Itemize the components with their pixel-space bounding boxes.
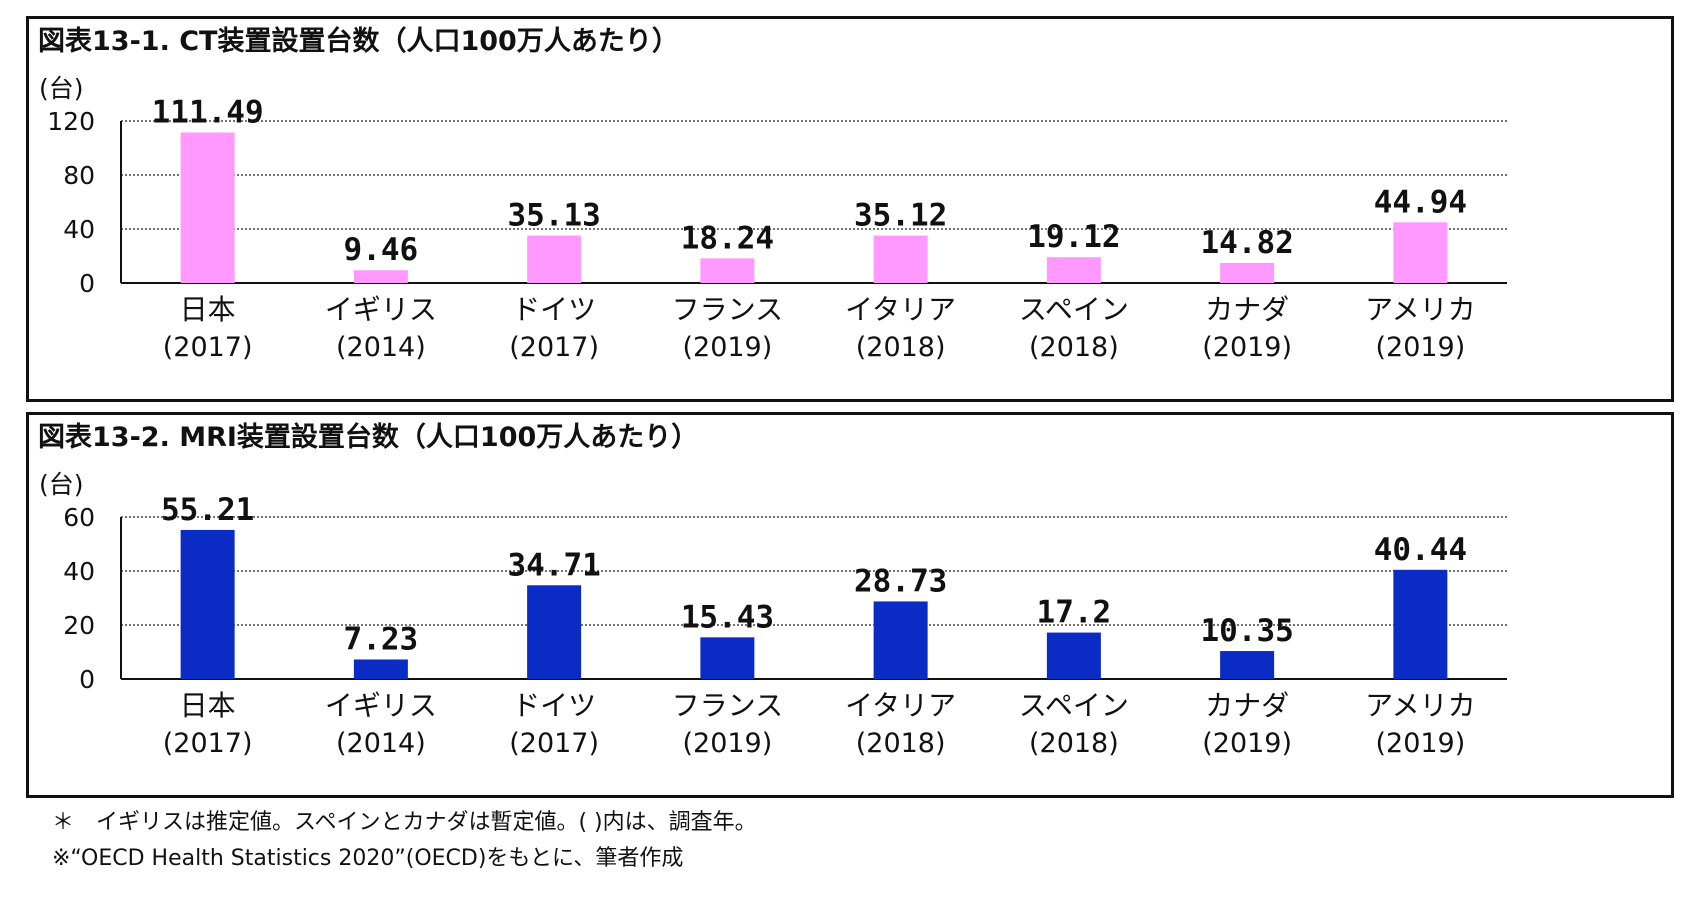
mri-category-label: フランス [672,689,783,722]
ct-category-year: (2017) [509,332,599,363]
ct-category-year: (2019) [1375,332,1465,363]
mri-category-year: (2017) [509,728,599,759]
mri-unit-label: (台) [39,470,84,499]
ct-category-label: フランス [672,293,783,326]
mri-value-label: 15.43 [681,599,774,635]
mri-bar [1393,569,1448,679]
mri-category-year: (2019) [1375,728,1465,759]
ct-category-year: (2018) [856,332,946,363]
ct-category-year: (2014) [336,332,426,363]
mri-category-label: イタリア [845,689,956,722]
mri-value-label: 34.71 [507,547,600,583]
mri-bar [873,601,928,679]
mri-bar [1046,632,1101,679]
mri-value-label: 40.44 [1374,532,1467,568]
mri-value-label: 10.35 [1200,613,1293,649]
mri-ytick-label: 40 [63,557,95,586]
mri-bar [353,659,408,679]
mri-category-year: (2019) [682,728,772,759]
ct-title: 図表13-1. CT装置設置台数（人口100万人あたり） [38,25,679,57]
ct-bar [1220,262,1275,283]
ct-chart-panel: 図表13-1. CT装置設置台数（人口100万人あたり） (台) 0 40 80 120 1… [26,16,1674,402]
footnote-estimate: ＊ イギリスは推定値。スペインとカナダは暫定値。( )内は、調査年。 [52,810,757,835]
ct-value-label: 14.82 [1200,225,1293,261]
ct-bar [700,258,755,283]
ct-ytick-label: 120 [47,107,95,136]
ct-bar [873,235,928,283]
footnotes: ＊ イギリスは推定値。スペインとカナダは暫定値。( )内は、調査年。 ※“OEC… [52,805,757,877]
mri-title: 図表13-2. MRI装置設置台数（人口100万人あたり） [38,421,698,453]
ct-ytick-label: 40 [63,215,95,244]
ct-value-label: 18.24 [681,220,774,256]
mri-category-label: カナダ [1205,689,1289,722]
ct-value-label: 35.13 [507,198,600,234]
ct-value-label: 9.46 [344,232,419,268]
mri-category-label: ドイツ [512,689,596,722]
mri-bar [527,585,582,679]
ct-category-label: アメリカ [1365,293,1476,326]
mri-category-year: (2017) [163,728,253,759]
ct-category-year: (2017) [163,332,253,363]
ct-bar [1393,222,1448,283]
ct-value-label: 44.94 [1374,184,1467,220]
footnote-source: ※“OECD Health Statistics 2020”(OECD)をもとに… [52,846,684,871]
mri-category-year: (2018) [1029,728,1119,759]
ct-unit-label: (台) [39,74,84,103]
mri-category-year: (2014) [336,728,426,759]
ct-value-label: 19.12 [1027,219,1120,255]
mri-value-label: 17.2 [1037,595,1112,631]
ct-bar [180,132,235,283]
ct-category-label: 日本 [180,293,236,326]
mri-value-label: 7.23 [344,621,419,657]
mri-bar [700,637,755,679]
ct-category-label: ドイツ [512,293,596,326]
ct-category-label: カナダ [1205,293,1289,326]
mri-category-label: イギリス [325,689,437,722]
mri-ytick-label: 20 [63,611,95,640]
mri-value-label: 55.21 [161,492,254,528]
ct-chart: 図表13-1. CT装置設置台数（人口100万人あたり） (台) 0 40 80 120 1… [38,25,1507,363]
mri-bar [180,529,235,679]
mri-bar [1220,651,1275,679]
ct-category-year: (2018) [1029,332,1119,363]
mri-chart-panel: 図表13-2. MRI装置設置台数（人口100万人あたり） (台) 0 20 40 60 5… [26,412,1674,798]
ct-bar [1046,257,1101,283]
ct-category-year: (2019) [682,332,772,363]
ct-category-label: スペイン [1019,293,1129,326]
ct-category-label: イタリア [845,293,956,326]
ct-ytick-label: 80 [63,161,95,190]
mri-category-label: アメリカ [1365,689,1476,722]
ct-value-label: 35.12 [854,198,947,234]
mri-chart: 図表13-2. MRI装置設置台数（人口100万人あたり） (台) 0 20 40 60 5… [38,421,1507,759]
ct-bar [527,235,582,283]
mri-category-year: (2019) [1202,728,1292,759]
mri-category-label: スペイン [1019,689,1129,722]
mri-category-label: 日本 [180,689,236,722]
ct-value-label: 111.49 [152,94,264,130]
ct-bar [353,270,408,283]
ct-ytick-label: 0 [79,269,95,298]
ct-category-label: イギリス [325,293,437,326]
mri-ytick-label: 0 [79,665,95,694]
ct-category-year: (2019) [1202,332,1292,363]
mri-value-label: 28.73 [854,563,947,599]
mri-category-year: (2018) [856,728,946,759]
mri-ytick-label: 60 [63,503,95,532]
